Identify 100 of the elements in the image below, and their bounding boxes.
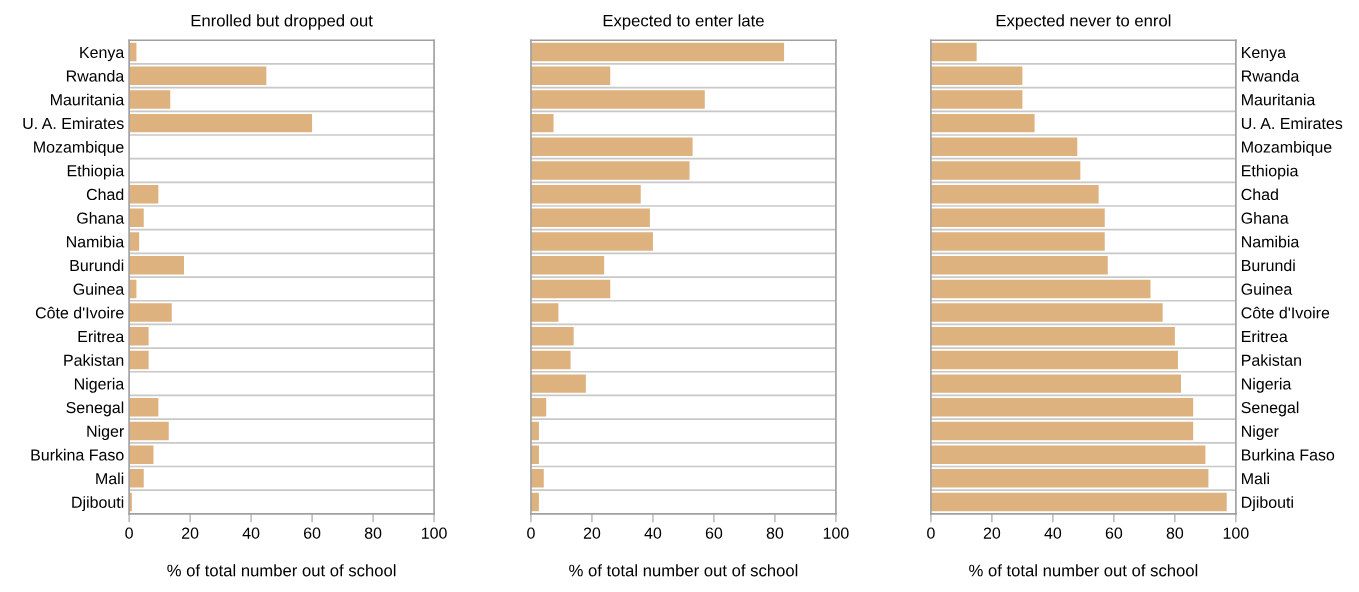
bar	[530, 113, 554, 133]
bar	[129, 327, 149, 346]
bar	[530, 374, 586, 393]
y-tick-label: Mauritania	[50, 93, 125, 106]
bar	[930, 232, 1105, 251]
y-tick-label: Kenya	[80, 46, 125, 62]
y-tick-label: Guinea	[73, 283, 125, 295]
y-tick-label: Mozambique	[1242, 141, 1332, 156]
bar	[930, 279, 1151, 299]
y-tick-label: Mali	[96, 472, 124, 485]
y-tick-label: U. A. Emirates	[23, 117, 124, 130]
y-tick-label: Senegal	[66, 401, 124, 417]
bar	[930, 303, 1163, 322]
bar	[129, 350, 149, 370]
bar	[930, 113, 1035, 133]
bar	[129, 232, 140, 251]
y-tick-label: Namibia	[66, 235, 125, 248]
y-tick-label: Ethiopia	[1242, 164, 1299, 180]
bar	[930, 255, 1108, 275]
bar	[129, 184, 159, 204]
y-tick-label: Mali	[1242, 472, 1269, 485]
y-tick-label: Pakistan	[1242, 354, 1301, 366]
chart-title: Expected to enter late	[603, 14, 764, 30]
bar	[530, 208, 650, 228]
bar	[129, 303, 172, 322]
x-tick-label: 20	[583, 527, 601, 539]
y-tick-label: Djibouti	[1242, 496, 1293, 512]
y-tick-label: Guinea	[1241, 283, 1293, 295]
x-tick-label: 40	[644, 527, 662, 539]
bar	[930, 66, 1023, 86]
y-tick-label: Burkina Faso	[1242, 448, 1335, 461]
bar	[930, 184, 1099, 204]
y-tick-label: Ethiopia	[67, 164, 125, 180]
y-tick-label: Kenya	[1242, 46, 1287, 62]
x-tick-label: 80	[766, 527, 784, 539]
y-tick-label: Nigeria	[74, 377, 125, 393]
x-tick-label: 60	[304, 527, 321, 539]
y-tick-label: Senegal	[1241, 401, 1299, 417]
bar	[129, 469, 144, 488]
chart-title: Expected never to enrol	[996, 14, 1171, 30]
y-tick-label: Eritrea	[1242, 330, 1288, 343]
y-tick-label: Côte d'Ivoire	[1241, 306, 1330, 319]
y-tick-label: Namibia	[1242, 235, 1300, 248]
bar	[930, 161, 1081, 180]
bar	[930, 469, 1209, 488]
x-tick-label: 0	[125, 527, 133, 539]
y-tick-label: Niger	[1242, 425, 1279, 441]
y-tick-label: Pakistan	[64, 354, 124, 366]
bar	[930, 137, 1078, 157]
bar	[530, 445, 539, 464]
bar	[530, 42, 785, 62]
bar	[530, 398, 547, 417]
x-tick-label: 20	[983, 527, 1001, 539]
bar	[530, 184, 641, 204]
bar	[129, 255, 184, 275]
x-tick-label: 0	[527, 527, 535, 539]
bar	[530, 161, 690, 180]
y-tick-label: Chad	[86, 188, 124, 201]
bar	[930, 492, 1227, 512]
bar	[930, 42, 977, 62]
y-tick-label: Djibouti	[72, 496, 124, 512]
bar	[930, 350, 1178, 370]
y-tick-label: Mauritania	[1242, 93, 1316, 106]
x-axis-title: % of total number out of school	[167, 564, 396, 577]
bar	[129, 421, 169, 441]
bar	[930, 327, 1175, 346]
bar	[530, 66, 611, 86]
bar	[930, 445, 1206, 464]
x-tick-label: 60	[1105, 527, 1123, 539]
chart-title: Enrolled but dropped out	[191, 14, 373, 30]
y-tick-label: Chad	[1241, 188, 1278, 201]
x-axis-title: % of total number out of school	[569, 564, 798, 577]
bar	[930, 208, 1105, 228]
y-tick-label: Eritrea	[78, 330, 125, 343]
y-tick-label: Burundi	[1242, 259, 1295, 272]
bar	[129, 113, 313, 133]
bar	[530, 469, 544, 488]
bar	[530, 255, 605, 275]
x-tick-label: 40	[1044, 527, 1062, 539]
y-tick-label: Rwanda	[1242, 69, 1300, 82]
bar	[530, 327, 574, 346]
x-tick-label: 60	[705, 527, 723, 539]
bar	[129, 398, 159, 417]
y-tick-label: Nigeria	[1242, 377, 1292, 393]
bar	[930, 421, 1194, 441]
bar	[930, 398, 1194, 417]
bar	[530, 137, 693, 157]
y-tick-label: Ghana	[77, 212, 125, 224]
x-tick-label: 100	[421, 527, 447, 539]
bar	[530, 350, 571, 370]
bar	[129, 90, 171, 109]
y-tick-label: Côte d'Ivoire	[35, 306, 124, 319]
bar	[930, 374, 1181, 393]
x-tick-label: 100	[1223, 527, 1249, 539]
y-tick-label: U. A. Emirates	[1241, 117, 1343, 130]
x-tick-label: 100	[823, 527, 849, 539]
bar	[129, 208, 144, 228]
bar	[530, 303, 559, 322]
bar	[530, 279, 611, 299]
bar	[530, 90, 705, 109]
